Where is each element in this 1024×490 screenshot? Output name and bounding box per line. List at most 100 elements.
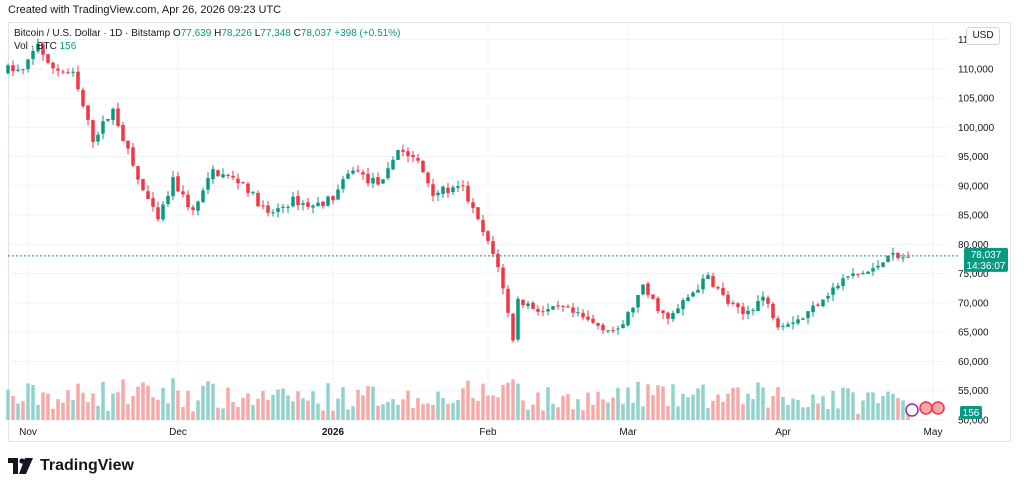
candle-body [106, 118, 110, 121]
candle-body [741, 306, 745, 315]
candle-body [271, 212, 275, 214]
volume-bar [21, 401, 25, 420]
volume-bar [386, 402, 390, 420]
candle-body [676, 308, 680, 314]
candle-body [701, 278, 705, 290]
candle-body [566, 306, 570, 308]
volume-bar [636, 381, 640, 420]
volume-bar [746, 393, 750, 420]
candle-body [296, 196, 300, 206]
candle-body [536, 309, 540, 312]
volume-bar [296, 391, 300, 420]
candle-body [306, 202, 310, 207]
candle-body [866, 271, 870, 274]
candle-body [241, 182, 245, 184]
y-tick-label: 90,000 [958, 181, 989, 192]
volume-bar [781, 396, 785, 420]
volume-bar [126, 403, 130, 420]
volume-bar [891, 393, 895, 420]
volume-bar [446, 404, 450, 420]
volume-bar [616, 387, 620, 420]
candle-body [816, 304, 820, 306]
candle-body [301, 203, 305, 205]
volume-bar [191, 411, 195, 420]
volume-bar [81, 392, 85, 420]
y-tick-label: 55,000 [958, 386, 989, 397]
volume-bar [731, 387, 735, 420]
volume-bar [216, 407, 220, 420]
volume-bar [871, 392, 875, 420]
volume-bar [571, 409, 575, 420]
currency-button[interactable]: USD [966, 27, 1000, 45]
candle-body [56, 68, 60, 71]
volume-bar [366, 386, 370, 420]
volume-bar [136, 386, 140, 420]
y-tick-label: 75,000 [958, 269, 989, 280]
event-lightning-icon [905, 403, 919, 417]
volume-bar [691, 394, 695, 420]
candle-body [561, 306, 565, 308]
candle-body [796, 319, 800, 324]
volume-bar [886, 391, 890, 420]
created-with-text: Created with TradingView.com, Apr 26, 20… [8, 4, 282, 16]
volume-bar [626, 387, 630, 420]
candle-body [86, 105, 90, 120]
volume-bar [876, 403, 880, 420]
candle-body [381, 179, 385, 184]
y-tick-label: 95,000 [958, 152, 989, 163]
candle-body [31, 51, 35, 60]
volume-label[interactable]: Vol · BTC [14, 41, 57, 52]
candle-body [891, 252, 895, 255]
volume-bar [471, 398, 475, 420]
candle-body [681, 300, 685, 310]
candle-body [81, 89, 85, 107]
candle-body [6, 65, 10, 74]
tradingview-logo[interactable]: TradingView [8, 457, 134, 475]
volume-bar [686, 397, 690, 420]
volume-bar [586, 392, 590, 420]
candle-body [856, 273, 860, 275]
volume-bar [226, 387, 230, 420]
candle-body [781, 325, 785, 327]
candle-body [431, 184, 435, 196]
volume-bar [806, 406, 810, 420]
candle-body [471, 202, 475, 208]
candle-body [191, 207, 195, 211]
candle-body [481, 220, 485, 233]
candle-body [486, 231, 490, 241]
x-tick-label: Feb [479, 427, 497, 438]
candle-body [476, 207, 480, 220]
candle-body [611, 330, 615, 332]
candle-body [831, 287, 835, 295]
volume-bar [96, 405, 100, 420]
volume-bar [301, 398, 305, 420]
volume-bar [706, 408, 710, 420]
symbol-label[interactable]: Bitcoin / U.S. Dollar · 1D · Bitstamp [14, 28, 171, 39]
candle-body [776, 318, 780, 328]
candle-body [246, 183, 250, 193]
candle-body [76, 71, 80, 90]
volume-bar [211, 383, 215, 420]
candle-body [721, 287, 725, 295]
change-value: +398 (+0.51%) [334, 28, 401, 39]
candle-body [896, 252, 900, 259]
volume-bar [146, 385, 150, 420]
high-label: H [214, 28, 222, 39]
volume-bar [396, 404, 400, 420]
volume-bar [361, 395, 365, 420]
volume-bar [316, 403, 320, 420]
volume-bar [836, 408, 840, 420]
candle-body [571, 307, 575, 313]
y-tick-label: 50,000 [958, 416, 989, 427]
volume-bar [306, 400, 310, 420]
event-us-flag-icon [931, 401, 945, 415]
volume-bar [666, 405, 670, 420]
candle-body [636, 294, 640, 308]
y-tick-label: 70,000 [958, 298, 989, 309]
candle-body [36, 43, 40, 52]
volume-bar [756, 382, 760, 420]
volume-bar [451, 402, 455, 420]
volume-bar [551, 403, 555, 420]
volume-bar [41, 392, 45, 420]
